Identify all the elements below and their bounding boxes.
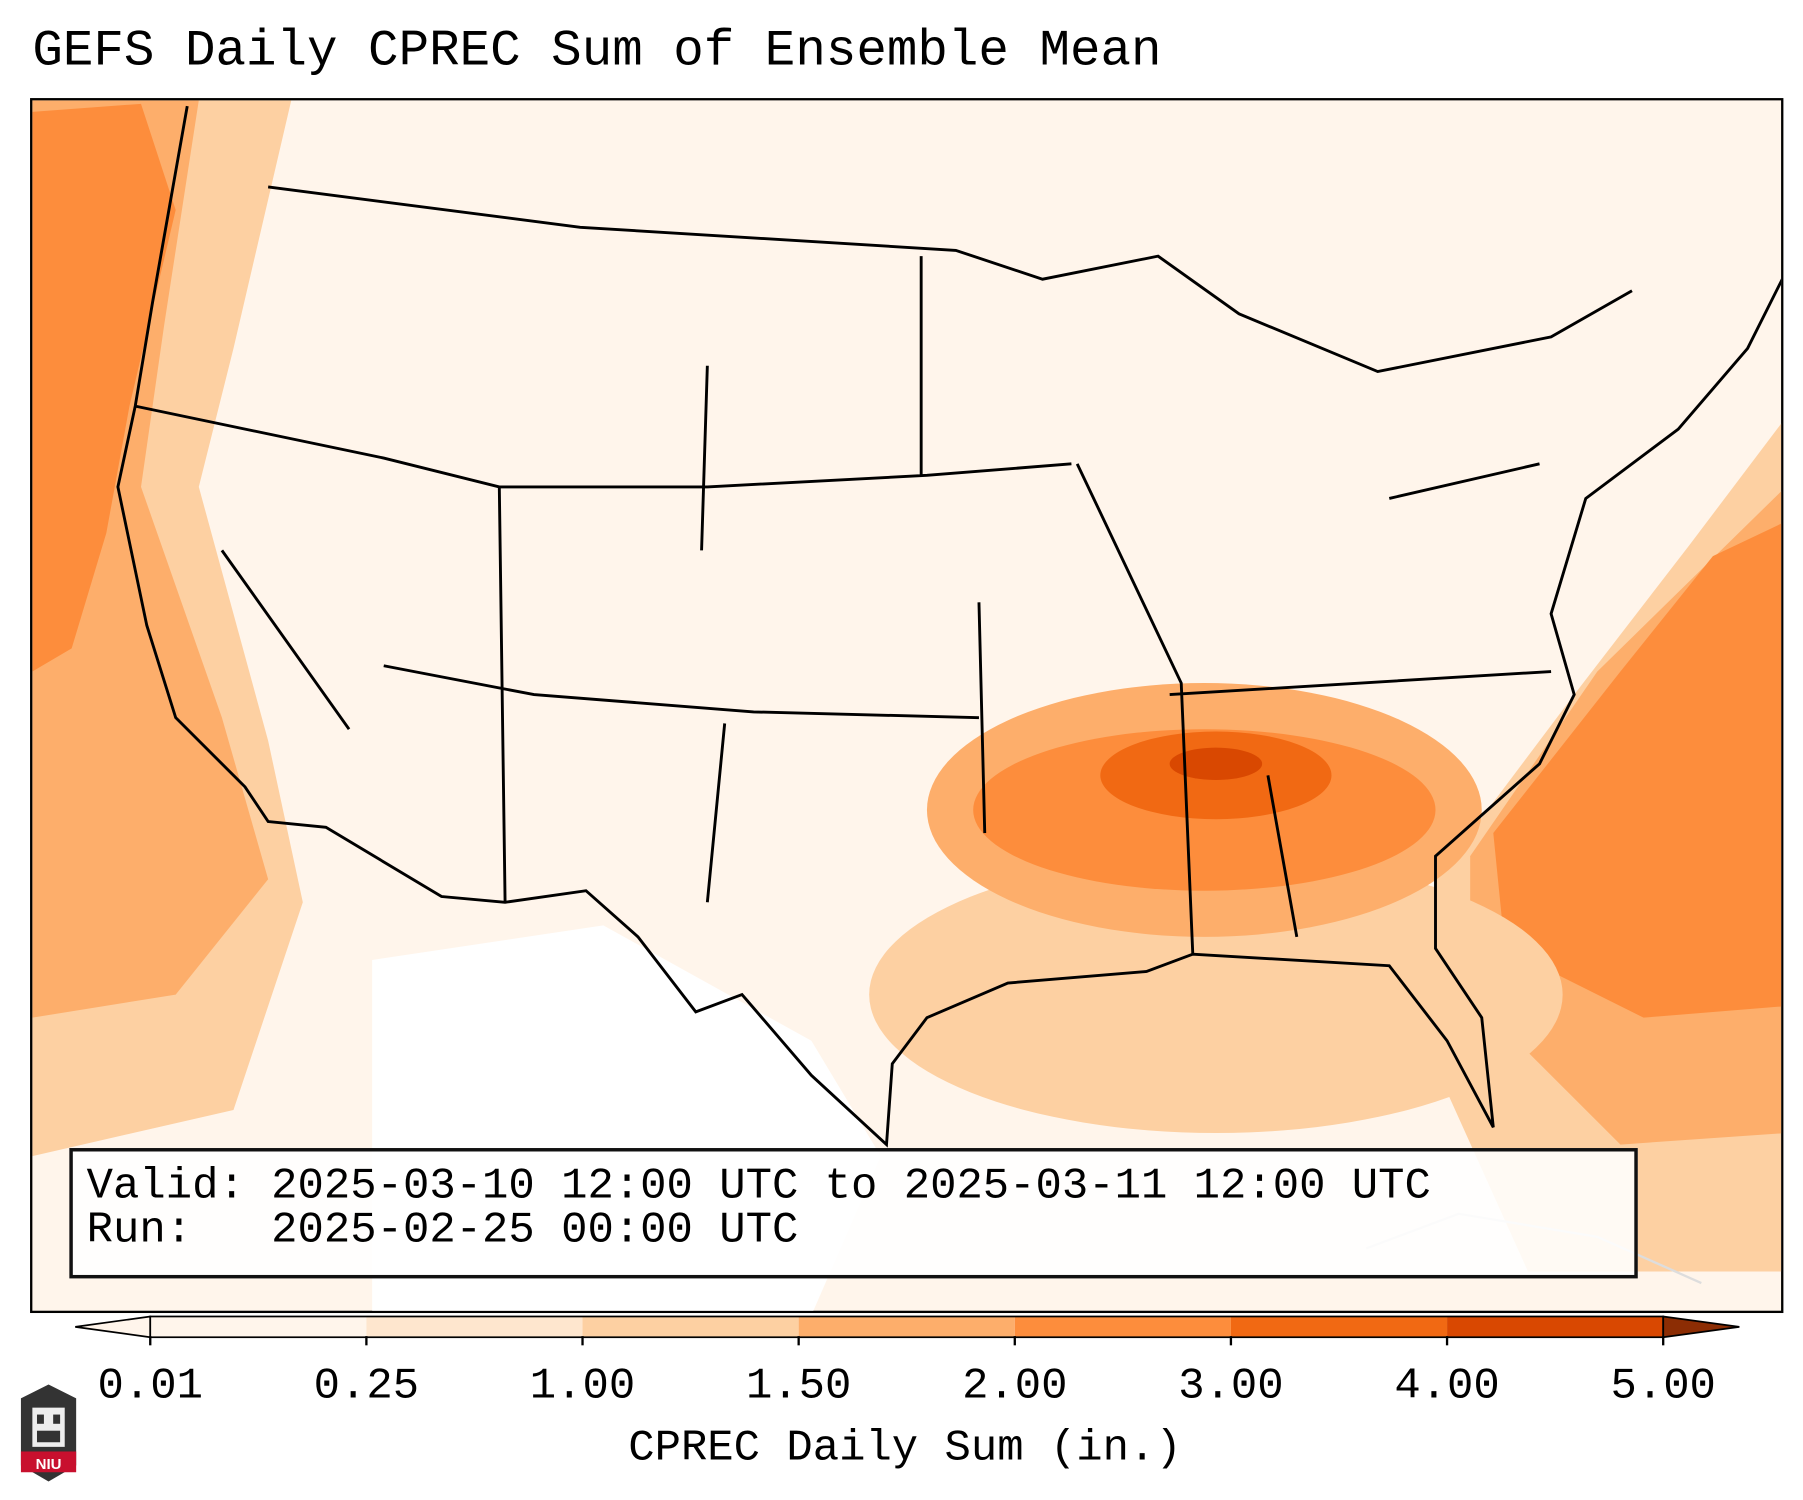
figure-title: GEFS Daily CPREC Sum of Ensemble Mean xyxy=(32,23,1162,81)
colorbar-tick-label: 5.00 xyxy=(1610,1361,1716,1412)
colorbar-segment xyxy=(798,1316,1015,1338)
colorbar-tick-label: 1.00 xyxy=(529,1361,636,1412)
colorbar-tick xyxy=(1662,1336,1665,1346)
colorbar-segment xyxy=(1230,1316,1448,1338)
colorbar-tick-label: 0.01 xyxy=(97,1361,203,1412)
colorbar-tick xyxy=(581,1336,584,1346)
colorbar-frame xyxy=(149,1315,1665,1339)
southeast-precip-max xyxy=(1169,747,1263,780)
colorbar-tick-label: 3.00 xyxy=(1178,1361,1284,1412)
colorbar-tick-label: 2.00 xyxy=(962,1361,1068,1412)
precip-field xyxy=(32,100,1782,1311)
gulf-precip xyxy=(869,856,1563,1134)
colorbar-tick xyxy=(1229,1336,1233,1346)
niu-logo: NIU xyxy=(20,1384,77,1482)
atlantic-precip-core xyxy=(1493,523,1782,1018)
pacific-precip-core xyxy=(32,103,176,672)
colorbar-tick xyxy=(365,1336,368,1346)
colorbar-tick xyxy=(797,1336,800,1346)
valid-time-text: Valid: 2025-03-10 12:00 UTC to 2025-03-1… xyxy=(86,1161,1431,1212)
valid-run-info-box: Valid: 2025-03-10 12:00 UTC to 2025-03-1… xyxy=(69,1148,1638,1279)
colorbar-segment xyxy=(1447,1316,1664,1338)
us-coastline-borders xyxy=(116,105,1782,1148)
colorbar-segment xyxy=(366,1316,583,1338)
colorbar-extend-low xyxy=(75,1315,152,1339)
colorbar-tick xyxy=(149,1336,152,1346)
precip-map: Valid: 2025-03-10 12:00 UTC to 2025-03-1… xyxy=(30,98,1784,1314)
run-time-text: Run: 2025-02-25 00:00 UTC xyxy=(86,1205,799,1256)
colorbar-tick-label: 4.00 xyxy=(1394,1361,1500,1412)
colorbar xyxy=(75,1315,1740,1339)
colorbar-tick-label: 1.50 xyxy=(745,1361,852,1412)
colorbar-label: CPREC Daily Sum (in.) xyxy=(628,1423,1182,1474)
colorbar-segment xyxy=(1014,1316,1231,1338)
colorbar-segment xyxy=(582,1316,799,1338)
colorbar-tick xyxy=(1013,1336,1016,1346)
colorbar-tick xyxy=(1445,1336,1449,1346)
colorbar-tick-label: 0.25 xyxy=(313,1361,420,1412)
svg-text:NIU: NIU xyxy=(36,1456,62,1473)
colorbar-segment xyxy=(150,1316,367,1338)
colorbar-extend-high xyxy=(1662,1315,1740,1339)
